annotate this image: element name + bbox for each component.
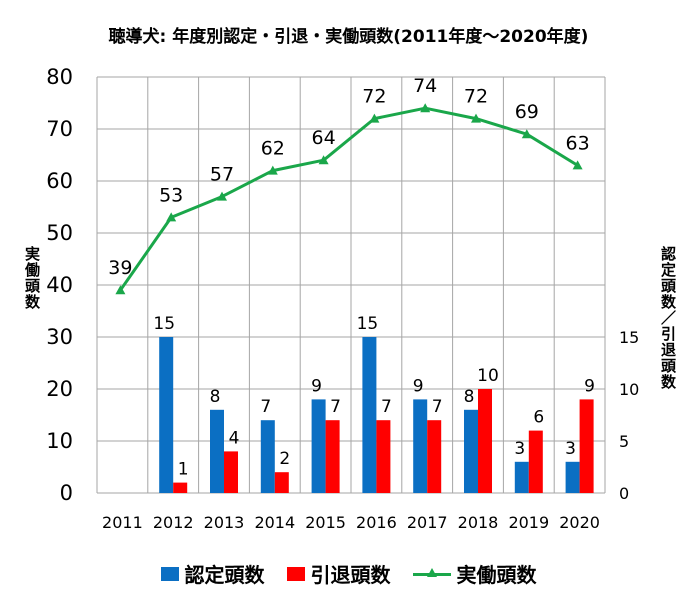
category-label: 2017: [407, 513, 448, 532]
line-marker: [572, 160, 583, 170]
legend-label-retired: 引退頭数: [310, 563, 391, 587]
bar-certified: [413, 399, 428, 493]
left-axis-tick: 60: [46, 169, 73, 193]
line-marker: [471, 113, 481, 123]
category-label: 2014: [254, 513, 295, 532]
bar-certified: [565, 461, 580, 493]
line-data-label: 69: [515, 101, 539, 123]
bar-retired: [224, 451, 238, 493]
right-axis-tick: 0: [619, 484, 629, 503]
legend-label-active: 実働頭数: [456, 563, 537, 587]
bar-data-label: 8: [210, 387, 221, 407]
bar-data-label: 9: [413, 376, 424, 396]
left-axis-tick: 0: [60, 481, 73, 505]
category-label: 2012: [153, 513, 194, 532]
bar-data-label: 15: [357, 314, 379, 334]
bar-data-label: 6: [533, 408, 544, 428]
bar-data-label: 7: [432, 397, 443, 417]
category-label: 2015: [305, 513, 346, 532]
line-marker: [318, 155, 329, 165]
left-axis-label: 実働頭数: [23, 246, 41, 310]
line-data-label: 39: [108, 257, 132, 279]
bar-certified: [464, 409, 478, 493]
line-marker: [115, 285, 126, 295]
bar-certified: [210, 409, 224, 493]
left-axis-tick: 30: [46, 325, 73, 349]
bar-retired: [528, 430, 543, 493]
bar-data-label: 3: [514, 439, 525, 459]
bar-certified: [311, 399, 326, 493]
line-marker: [166, 212, 177, 222]
chart-title: 聴導犬: 年度別認定・引退・実働頭数(2011年度～2020年度): [108, 27, 589, 47]
line-marker: [420, 103, 431, 113]
bar-data-label: 7: [381, 397, 392, 417]
bar-retired: [325, 420, 340, 493]
bar-retired: [274, 472, 289, 493]
category-label: 2011: [102, 513, 143, 532]
legend-swatch-certified: [160, 566, 179, 581]
bar-certified: [159, 337, 174, 493]
bar-data-label: 3: [565, 439, 576, 459]
right-axis-tick: 15: [619, 328, 639, 347]
line-active: [119, 106, 579, 292]
bar-data-label: 1: [178, 460, 189, 480]
bar-data-label: 2: [279, 449, 290, 469]
line-marker: [521, 129, 532, 139]
bar-certified: [260, 420, 275, 493]
left-axis-tick: 70: [46, 117, 73, 141]
category-label: 2020: [559, 513, 600, 532]
right-axis-tick: 5: [619, 432, 629, 451]
line-data-label: 62: [261, 138, 285, 160]
legend-label-certified: 認定頭数: [184, 563, 265, 587]
legend-item-certified: 認定頭数: [160, 559, 265, 588]
bar-retired: [427, 420, 442, 493]
right-axis-tick: 10: [619, 380, 639, 399]
bar-retired: [376, 420, 391, 493]
left-axis-tick: 80: [46, 65, 73, 89]
line-marker: [217, 191, 227, 201]
line-data-label: 72: [464, 86, 488, 108]
bar-certified: [514, 461, 529, 493]
bar-certified: [362, 337, 377, 493]
bar-retired: [478, 389, 492, 493]
category-label: 2016: [356, 513, 397, 532]
bar-data-label: 9: [311, 376, 322, 396]
left-axis-tick: 20: [46, 377, 73, 401]
legend-item-retired: 引退頭数: [286, 559, 391, 588]
legend-item-active: 実働頭数: [412, 559, 537, 588]
line-marker: [267, 165, 278, 175]
line-data-label: 72: [362, 86, 386, 108]
line-data-label: 64: [312, 127, 336, 149]
bar-data-label: 10: [477, 366, 499, 386]
category-label: 2018: [458, 513, 499, 532]
line-data-label: 53: [159, 184, 183, 206]
bar-data-label: 7: [330, 397, 341, 417]
left-axis-tick: 10: [46, 429, 73, 453]
line-marker: [369, 113, 380, 123]
line-data-label: 63: [566, 132, 590, 154]
bar-retired: [173, 482, 188, 493]
category-label: 2019: [508, 513, 549, 532]
category-label: 2013: [204, 513, 245, 532]
left-axis-tick: 50: [46, 221, 73, 245]
bar-data-label: 4: [229, 428, 240, 448]
legend-swatch-retired: [286, 566, 305, 581]
bar-data-label: 9: [584, 376, 595, 396]
line-data-label: 57: [210, 164, 234, 186]
legend: 認定頭数 引退頭数 実働頭数: [0, 559, 697, 588]
line-data-label: 74: [413, 75, 437, 97]
bar-data-label: 7: [260, 397, 271, 417]
left-axis-tick: 40: [46, 273, 73, 297]
bar-data-label: 15: [153, 314, 175, 334]
legend-swatch-active: [412, 567, 451, 581]
right-axis-label: 認定頭数／引退頭数: [659, 246, 677, 390]
bar-retired: [579, 399, 594, 493]
bar-data-label: 8: [464, 387, 475, 407]
